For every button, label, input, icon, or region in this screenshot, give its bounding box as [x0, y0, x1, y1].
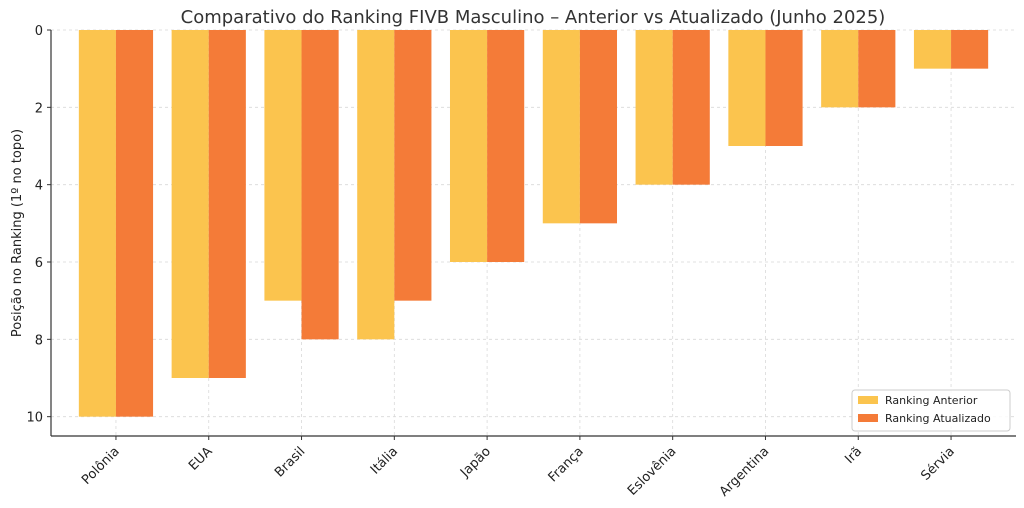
- legend-swatch-1: [858, 414, 878, 422]
- bar-atualizado: [765, 30, 803, 146]
- x-tick-label-7: Argentina: [717, 444, 772, 499]
- bar-anterior: [357, 30, 395, 340]
- bar-anterior: [635, 30, 673, 185]
- bar-atualizado: [208, 30, 246, 378]
- bar-atualizado: [579, 30, 618, 224]
- y-tick-label: 6: [35, 256, 43, 271]
- x-tick-label-0: Polônia: [79, 444, 123, 488]
- bar-anterior: [542, 30, 580, 224]
- x-tick-label-1: EUA: [186, 444, 216, 474]
- bar-atualizado: [672, 30, 710, 185]
- legend-swatch-0: [858, 396, 878, 404]
- bar-atualizado: [301, 30, 339, 340]
- x-tick-label-4: Japão: [457, 444, 494, 481]
- axes: [50, 30, 1016, 437]
- y-tick-label: 8: [35, 333, 43, 348]
- bar-atualizado: [487, 30, 525, 262]
- bar-anterior: [913, 30, 952, 69]
- bar-anterior: [171, 30, 209, 378]
- x-tick-label-2: Brasil: [272, 444, 308, 480]
- legend-label-1: Ranking Atualizado: [885, 412, 991, 425]
- y-tick-label: 2: [35, 101, 43, 116]
- bar-anterior: [264, 30, 302, 301]
- x-tick-label-6: Eslovênia: [625, 444, 679, 498]
- y-tick-label: 10: [26, 411, 43, 426]
- bar-atualizado: [115, 30, 154, 417]
- x-tick-label-9: Sérvia: [918, 444, 958, 484]
- x-tick-label-3: Itália: [368, 444, 401, 477]
- y-axis-label: Posição no Ranking (1º no topo): [10, 129, 25, 337]
- bar-anterior: [449, 30, 488, 262]
- bar-anterior: [78, 30, 116, 417]
- y-tick-label: 0: [35, 24, 43, 39]
- legend: Ranking Anterior Ranking Atualizado: [851, 389, 1011, 432]
- bar-atualizado: [394, 30, 432, 301]
- legend-box: [851, 389, 1011, 432]
- x-ticks: Polônia EUA Brasil Itália Japão França Eslovên…: [79, 436, 958, 500]
- bar-anterior: [821, 30, 859, 108]
- x-tick-label-5: França: [546, 444, 587, 485]
- bars: [78, 30, 989, 417]
- y-tick-label: 4: [35, 179, 43, 194]
- x-tick-label-8: Irã: [842, 444, 865, 467]
- chart-title: Comparativo do Ranking FIVB Masculino – …: [181, 7, 886, 28]
- legend-label-0: Ranking Anterior: [885, 394, 978, 407]
- y-ticks: 0 2 4 6 8 10: [26, 24, 51, 426]
- bar-atualizado: [951, 30, 989, 69]
- bar-atualizado: [858, 30, 896, 108]
- bar-anterior: [728, 30, 766, 146]
